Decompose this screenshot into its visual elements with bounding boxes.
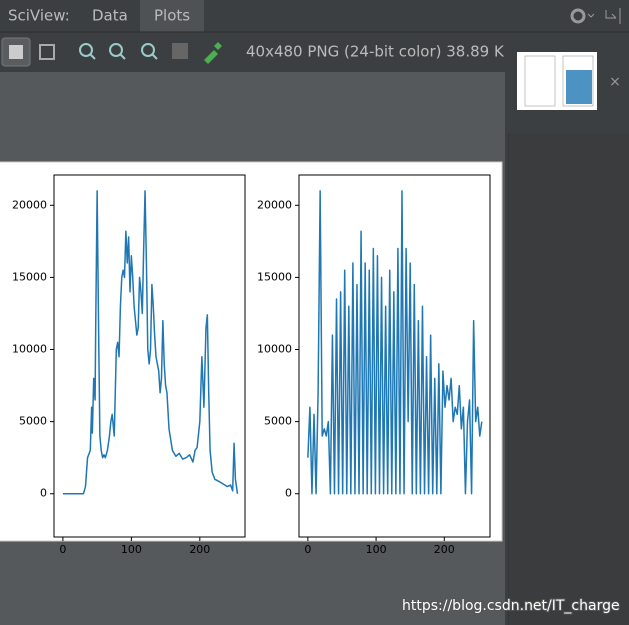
tab-plots[interactable]: Plots [154, 7, 190, 25]
y-tick-label: 15000 [257, 270, 292, 283]
toolbar [0, 33, 505, 71]
tab-data[interactable]: Data [92, 7, 128, 25]
settings-icon[interactable] [570, 8, 595, 24]
checker-icon [9, 45, 23, 59]
x-tick-label: 100 [121, 543, 142, 556]
y-tick-label: 20000 [257, 198, 292, 211]
thumbnail-axes [562, 55, 594, 107]
panel-title: SciView: [8, 7, 70, 25]
active-tab-bg [140, 0, 204, 32]
image-info: 40x480 PNG (24-bit color) 38.89 KB [246, 43, 514, 61]
x-tick-label: 100 [366, 543, 387, 556]
x-tick-label: 0 [304, 543, 311, 556]
picker-icon[interactable] [204, 42, 222, 64]
data-line [62, 190, 239, 495]
charts: 0 100 200 0 5000 10000 15000 20000 0 100 200 0 5000 1… [12, 174, 491, 556]
hide-icon[interactable] [605, 8, 621, 24]
figure [0, 161, 503, 542]
x-tick-label: 200 [434, 543, 455, 556]
title-bar [0, 0, 629, 32]
y-tick-label: 5000 [264, 415, 292, 428]
y-tick-label: 10000 [257, 343, 292, 356]
y-tick-label: 0 [285, 487, 292, 500]
axes-frame [298, 174, 491, 538]
y-tick-label: 20000 [12, 198, 47, 211]
fit-icon[interactable] [172, 43, 188, 59]
close-icon[interactable]: × [609, 74, 621, 90]
watermark: https://blog.csdn.net/IT_charge [402, 598, 620, 614]
thumbnail-axes [524, 55, 556, 107]
panel-body [509, 133, 629, 625]
axes-frame [53, 174, 246, 538]
y-tick-label: 15000 [12, 270, 47, 283]
y-tick-label: 0 [40, 487, 47, 500]
y-tick-label: 5000 [19, 415, 47, 428]
grid-icon[interactable] [39, 44, 55, 60]
x-tick-label: 0 [59, 543, 66, 556]
zoom-icons[interactable] [79, 43, 158, 60]
y-tick-label: 10000 [12, 343, 47, 356]
data-line [307, 190, 483, 495]
x-tick-label: 200 [189, 543, 210, 556]
thumbnail-fill [566, 70, 592, 104]
